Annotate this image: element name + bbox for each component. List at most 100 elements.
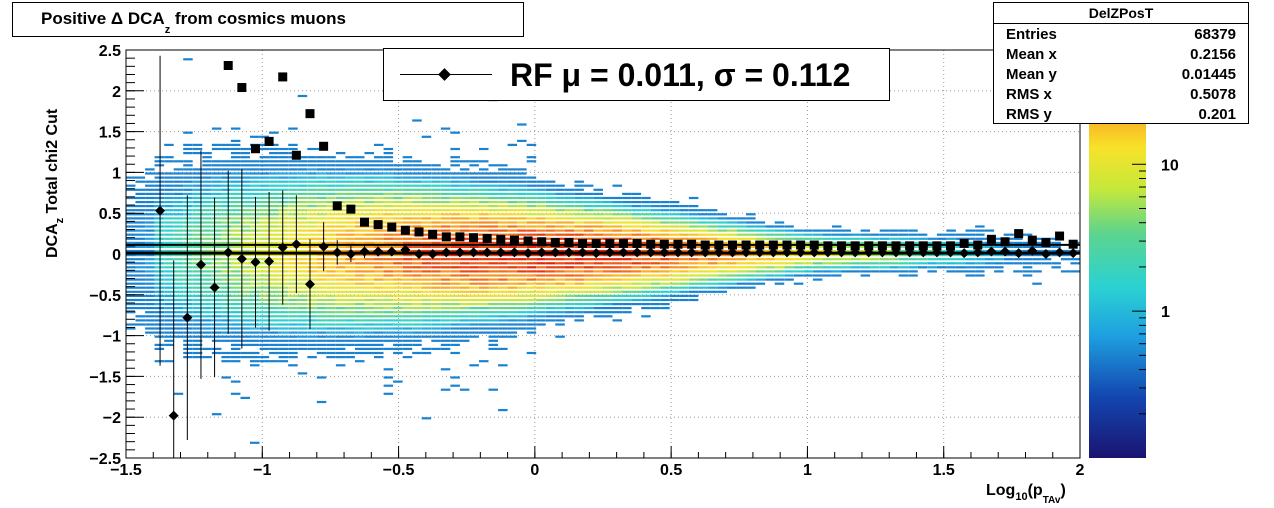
heatmap-cell	[459, 266, 470, 269]
heatmap-cell	[641, 258, 651, 261]
heatmap-cell	[688, 209, 699, 212]
heatmap-cell	[288, 164, 298, 167]
heatmap-cell	[526, 249, 537, 253]
heatmap-cell	[517, 282, 527, 285]
heatmap-cell	[860, 233, 871, 236]
heatmap-cell	[192, 327, 203, 330]
heatmap-cell	[183, 307, 193, 310]
heatmap-cell	[994, 266, 1004, 269]
heatmap-cell	[221, 225, 231, 228]
heatmap-cell	[488, 245, 498, 248]
heatmap-cell	[660, 278, 670, 281]
heatmap-cell	[440, 303, 451, 306]
heatmap-cell	[479, 311, 489, 314]
heatmap-cell	[135, 254, 145, 257]
heatmap-cell	[1041, 258, 1052, 261]
heatmap-cell	[431, 241, 441, 244]
heatmap-cell	[297, 164, 308, 167]
heatmap-cell	[631, 258, 642, 261]
heatmap-cell	[355, 339, 365, 342]
heatmap-cell	[412, 119, 422, 122]
heatmap-cell	[230, 221, 241, 224]
heatmap-cell	[421, 278, 432, 281]
mean-point	[482, 247, 493, 258]
heatmap-cell	[230, 143, 241, 146]
heatmap-cell	[517, 323, 527, 326]
heatmap-cell	[278, 192, 289, 195]
heatmap-cell	[278, 294, 289, 297]
heatmap-cell	[564, 315, 575, 318]
heatmap-cell	[459, 290, 470, 293]
heatmap-cell	[250, 335, 260, 338]
sigma-point	[400, 225, 410, 235]
mean-point	[781, 247, 792, 258]
heatmap-cell	[278, 335, 289, 338]
mean-point	[713, 247, 724, 258]
stats-box: DelZPosT Entries 68379 Mean x 0.2156 Mean …	[993, 2, 1249, 124]
heatmap-cell	[507, 184, 518, 187]
heatmap-cell	[412, 274, 422, 277]
heatmap-cell	[459, 225, 470, 228]
heatmap-cell	[230, 229, 241, 232]
heatmap-cell	[526, 270, 537, 273]
heatmap-cell	[507, 294, 518, 297]
heatmap-cell	[345, 233, 355, 236]
heatmap-cell	[707, 213, 718, 216]
heatmap-cell	[574, 286, 584, 289]
heatmap-cell	[221, 180, 231, 183]
heatmap-cell	[679, 249, 689, 253]
heatmap-cell	[555, 241, 565, 244]
heatmap-cell	[488, 225, 498, 228]
heatmap-cell	[374, 282, 384, 285]
heatmap-cell	[230, 147, 241, 151]
heatmap-cell	[631, 221, 642, 224]
mean-point	[509, 247, 520, 258]
heatmap-cell	[803, 241, 813, 244]
heatmap-cell	[278, 319, 289, 322]
heatmap-cell	[459, 339, 470, 342]
heatmap-cell	[421, 205, 432, 208]
heatmap-cell	[307, 311, 317, 314]
heatmap-cell	[145, 249, 155, 253]
heatmap-cell	[631, 233, 642, 236]
mean-point	[318, 241, 329, 252]
heatmap-cell	[126, 241, 136, 244]
heatmap-cell	[545, 213, 556, 216]
heatmap-cell	[593, 221, 603, 224]
heatmap-cell	[307, 156, 317, 159]
heatmap-cell	[660, 286, 670, 289]
heatmap-cell	[145, 184, 155, 187]
heatmap-cell	[498, 364, 508, 367]
heatmap-cell	[1022, 245, 1033, 248]
heatmap-cell	[669, 213, 680, 216]
heatmap-cell	[746, 237, 756, 240]
heatmap-cell	[345, 245, 355, 248]
heatmap-cell	[383, 205, 394, 208]
y-tick-label: 1.5	[99, 125, 121, 142]
heatmap-cell	[126, 188, 136, 191]
heatmap-cell	[326, 184, 336, 187]
heatmap-cell	[488, 311, 498, 314]
heatmap-cell	[603, 298, 613, 302]
heatmap-cell	[173, 311, 184, 314]
heatmap-cell	[240, 229, 250, 232]
heatmap-cell	[278, 290, 289, 293]
heatmap-cell	[355, 335, 365, 338]
heatmap-cell	[355, 209, 365, 212]
heatmap-cell	[326, 303, 336, 306]
heatmap-cell	[498, 327, 508, 330]
heatmap-cell	[803, 237, 813, 240]
heatmap-cell	[355, 298, 365, 302]
heatmap-cell	[173, 303, 184, 306]
heatmap-cell	[908, 270, 918, 273]
heatmap-cell	[259, 156, 270, 159]
heatmap-cell	[440, 388, 451, 391]
heatmap-cell	[536, 303, 546, 306]
heatmap-cell	[612, 213, 622, 216]
heatmap-cell	[517, 172, 527, 175]
heatmap-cell	[288, 294, 298, 297]
heatmap-cell	[994, 254, 1004, 257]
heatmap-cell	[841, 233, 851, 236]
heatmap-cell	[660, 205, 670, 208]
heatmap-cell	[126, 245, 136, 248]
